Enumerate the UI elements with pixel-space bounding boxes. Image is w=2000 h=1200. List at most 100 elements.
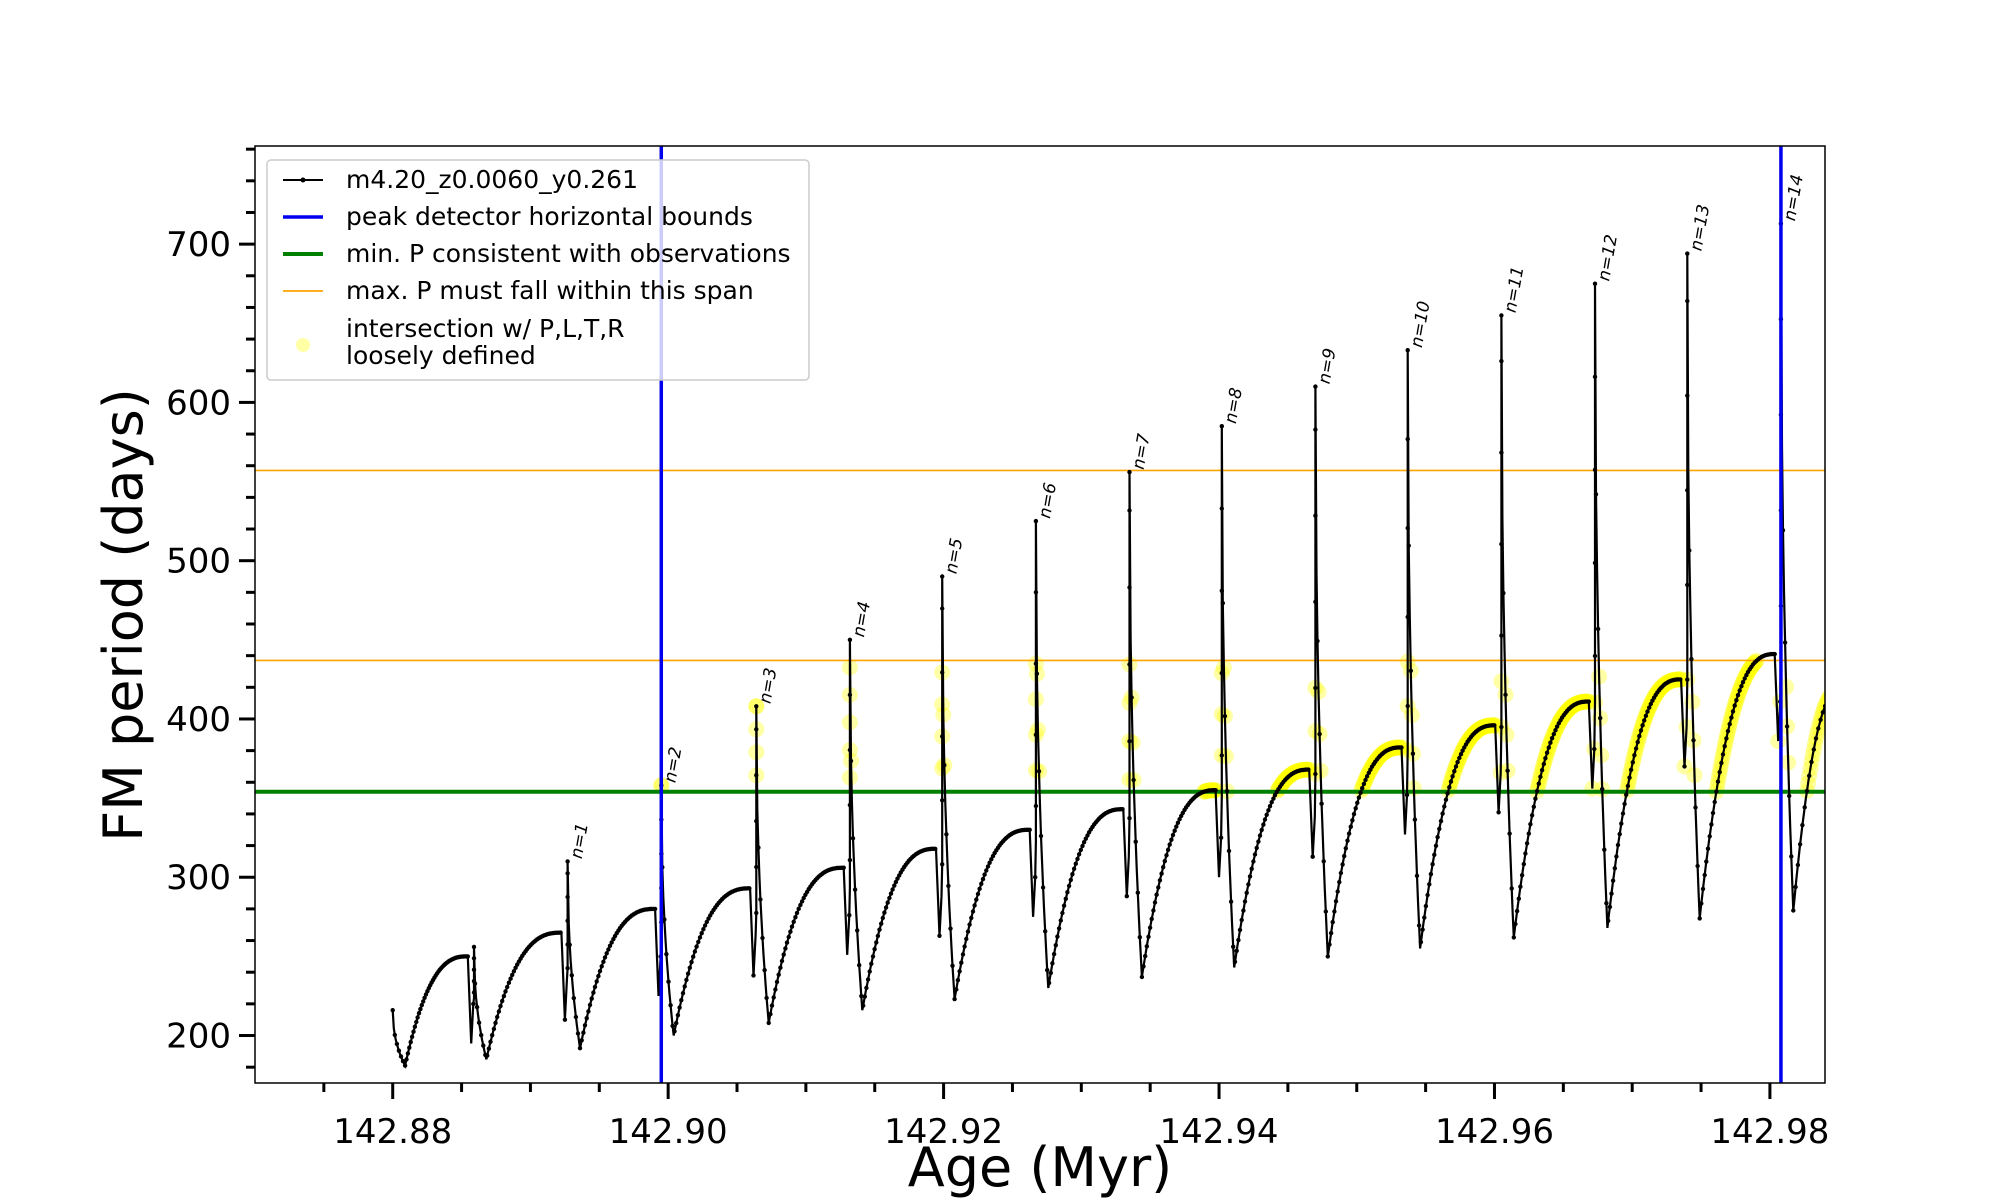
data-point (1740, 680, 1746, 685)
data-point (1548, 740, 1553, 745)
data-point (1251, 859, 1256, 864)
data-point (1418, 939, 1424, 945)
data-point (1306, 767, 1311, 772)
data-point (847, 637, 853, 642)
data-point (1127, 585, 1132, 590)
data-point (1313, 384, 1318, 389)
data-point (567, 942, 572, 947)
data-point (1338, 870, 1344, 876)
data-point (1406, 543, 1411, 548)
data-point (875, 933, 881, 939)
data-point (1772, 651, 1777, 657)
data-point (1617, 831, 1622, 837)
data-point (1124, 894, 1130, 899)
data-point (1791, 908, 1796, 913)
data-point (1430, 862, 1435, 867)
data-point (1712, 799, 1717, 805)
data-point (758, 897, 763, 902)
data-point (415, 1015, 420, 1020)
data-point (1448, 779, 1454, 784)
data-point (1554, 724, 1560, 729)
data-point (1083, 836, 1089, 841)
data-point (687, 965, 692, 970)
data-point (1165, 847, 1171, 852)
data-point (1420, 927, 1425, 932)
data-point (1695, 863, 1700, 869)
data-point (1797, 842, 1803, 847)
data-point (1521, 861, 1527, 867)
data-point (754, 773, 759, 778)
data-point (794, 910, 800, 916)
legend-label-intersection-line2: loosely defined (346, 341, 536, 370)
data-point (1625, 783, 1631, 789)
y-tick-label: 300 (166, 858, 231, 898)
data-point (1219, 588, 1225, 593)
data-point (422, 995, 427, 1000)
data-point (597, 968, 603, 974)
data-point (1157, 878, 1163, 883)
data-point (1036, 769, 1042, 774)
data-point (1499, 313, 1504, 318)
data-point (778, 965, 783, 970)
intersection-marker (1821, 690, 1825, 704)
data-point (1313, 771, 1318, 777)
data-point (1399, 745, 1404, 750)
data-point (1541, 761, 1547, 767)
data-point (1149, 916, 1154, 922)
data-point (1152, 900, 1158, 905)
data-point (959, 960, 964, 965)
data-point (1784, 724, 1790, 729)
data-point (471, 1001, 476, 1007)
data-point (696, 939, 701, 945)
data-point (771, 995, 776, 1000)
data-point (962, 944, 967, 949)
data-point (967, 922, 972, 927)
x-axis-title: Age (Myr) (908, 1136, 1173, 1199)
y-tick-label: 400 (166, 700, 231, 740)
data-point (668, 1003, 673, 1008)
data-point (408, 1039, 413, 1045)
data-point (500, 998, 505, 1004)
data-point (1620, 811, 1626, 816)
data-point (1053, 943, 1059, 948)
data-point (888, 891, 894, 896)
data-point (402, 1063, 408, 1068)
data-point (1363, 777, 1368, 783)
legend: m4.20_z0.0060_y0.261 peak detector horiz… (266, 159, 810, 381)
data-point (869, 961, 874, 966)
data-point (1348, 824, 1354, 829)
data-point (1622, 801, 1627, 807)
data-point (1364, 774, 1370, 779)
data-point (1058, 918, 1064, 923)
data-point (1129, 695, 1134, 700)
data-point (584, 1016, 589, 1021)
legend-label-max-p: max. P must fall within this span (346, 276, 754, 305)
data-point (1164, 853, 1169, 858)
data-point (679, 998, 684, 1003)
legend-marker-intersection (296, 338, 310, 352)
data-point (754, 704, 759, 709)
data-point (1038, 833, 1044, 839)
data-point (1246, 882, 1251, 887)
data-point (565, 966, 570, 971)
data-point (1433, 843, 1439, 848)
data-point (674, 1020, 679, 1026)
data-point (1735, 693, 1741, 698)
data-point (1327, 942, 1332, 947)
data-point (1647, 705, 1652, 710)
data-point (1065, 890, 1070, 895)
data-point (1219, 424, 1225, 429)
data-point (1699, 901, 1704, 906)
data-point (1257, 833, 1263, 838)
data-point (1146, 934, 1151, 939)
data-point (1154, 892, 1159, 897)
data-point (1496, 810, 1501, 815)
data-point (1595, 626, 1601, 632)
data-point (1624, 792, 1629, 797)
data-point (1350, 818, 1355, 823)
data-point (1414, 873, 1420, 878)
data-point (1244, 890, 1249, 895)
data-point (689, 959, 694, 965)
data-point (1046, 980, 1052, 986)
data-point (859, 993, 864, 999)
